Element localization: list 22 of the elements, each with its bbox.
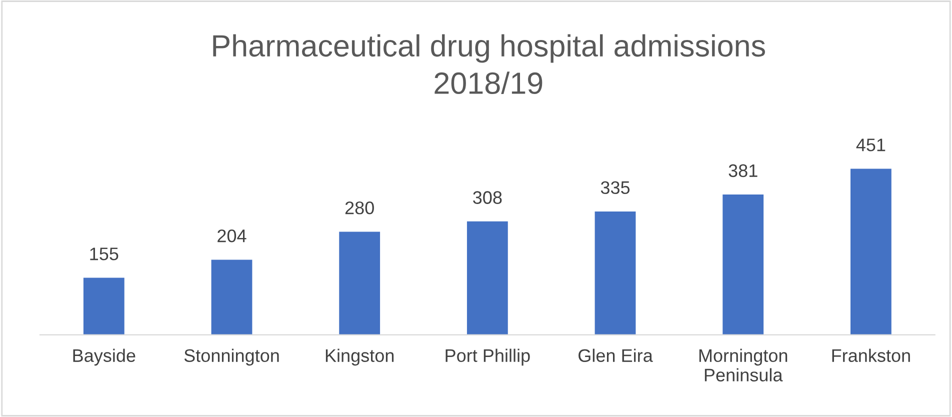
x-tick-label: Stonnington <box>184 348 279 366</box>
chart-title: Pharmaceutical drug hospital admissions 2018/19 <box>213 34 765 94</box>
x-tick-label: Glen Eira <box>578 348 653 362</box>
data-label: 155 <box>90 248 118 260</box>
bar <box>466 221 508 335</box>
bar <box>211 260 252 335</box>
bar <box>83 278 124 335</box>
x-tick-label: Kingston <box>326 348 394 366</box>
bar <box>339 232 380 335</box>
bar <box>722 194 764 335</box>
x-tick-label: Bayside <box>73 348 136 366</box>
bar <box>850 168 892 335</box>
x-tick-label: Port Phillip <box>446 348 530 366</box>
x-tick-label: Mornington Peninsula <box>699 348 788 382</box>
data-label: 308 <box>473 191 502 204</box>
bar <box>594 211 636 335</box>
data-label: 451 <box>856 138 886 152</box>
x-tick-label: Frankston <box>832 348 910 362</box>
data-label: 335 <box>600 181 630 194</box>
data-label: 204 <box>218 229 246 242</box>
data-label: 381 <box>728 164 758 178</box>
data-label: 280 <box>345 201 374 214</box>
